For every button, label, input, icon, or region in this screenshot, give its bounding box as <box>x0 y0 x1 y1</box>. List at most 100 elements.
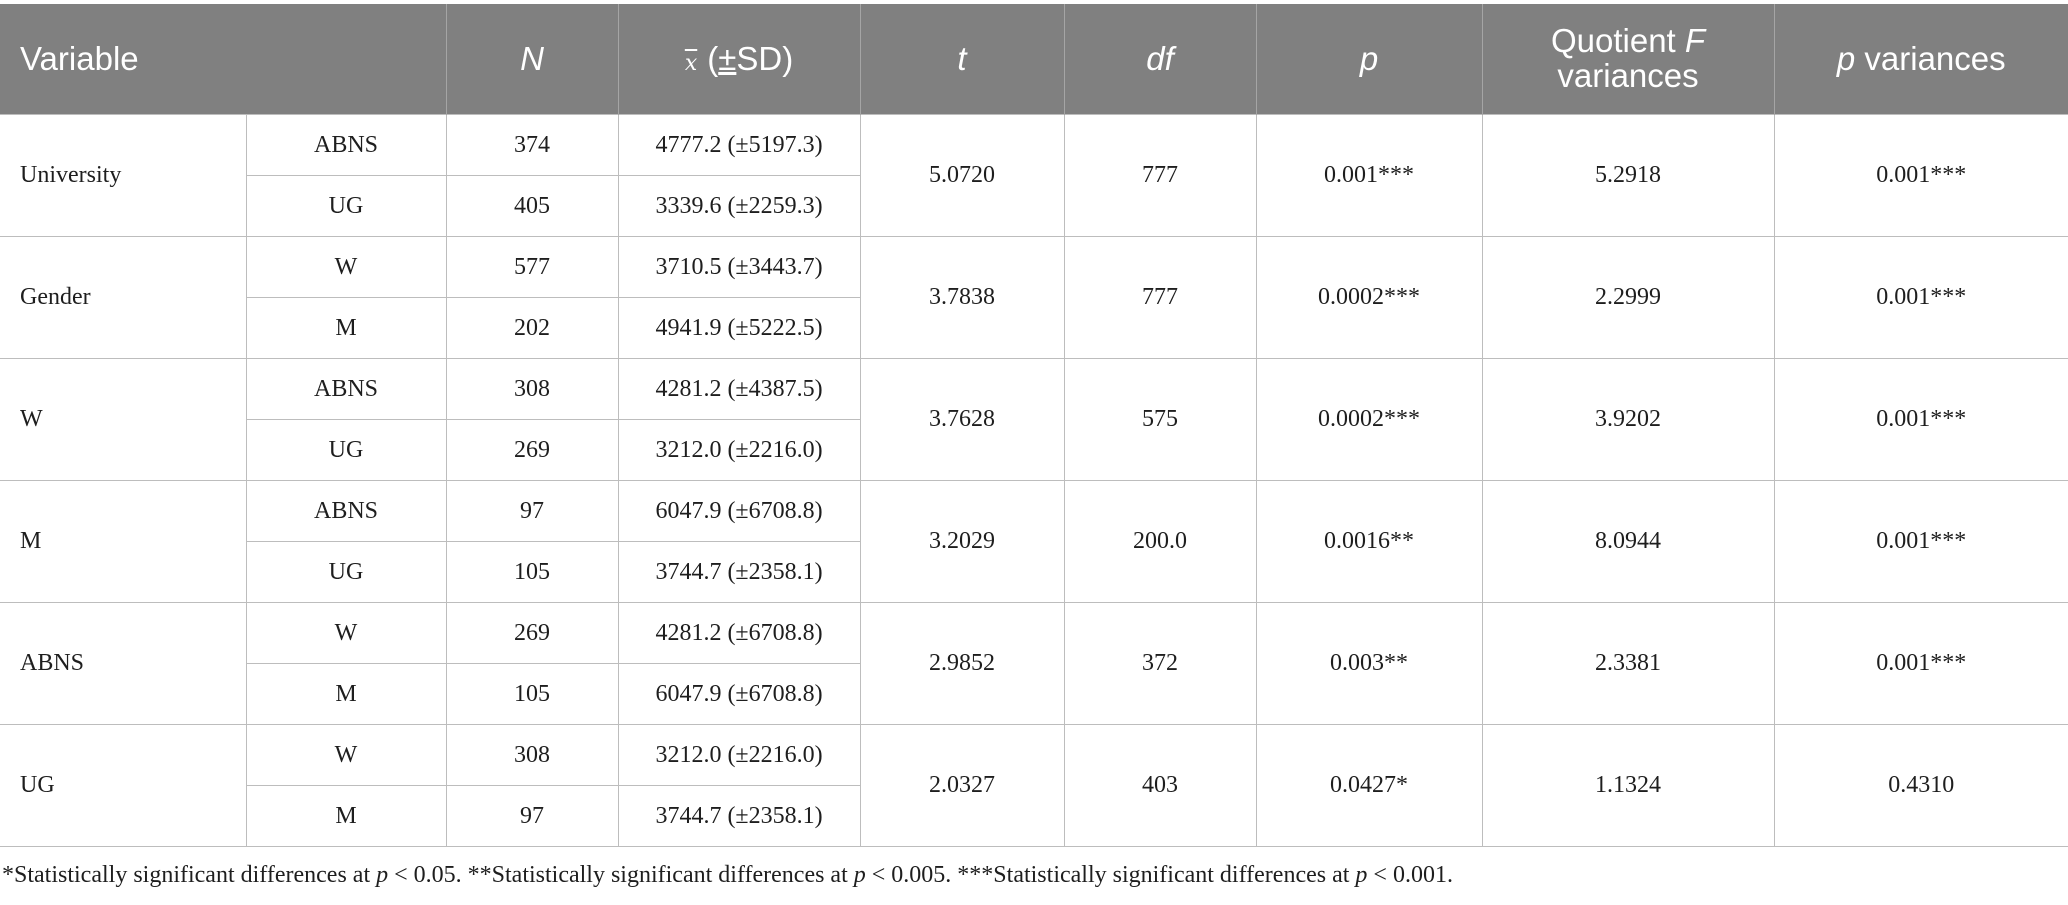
subgroup-cell: M <box>245 663 447 725</box>
n-cell: 308 <box>445 358 619 420</box>
footnote-text-2: < 0.05. **Statistically significant diff… <box>388 862 854 888</box>
mean-sd-cell: 4777.2 (±5197.3) <box>617 114 861 176</box>
table-row: UG 405 3339.6 (±2259.3) <box>0 175 2068 237</box>
p-variances-cell: 0.001*** <box>1773 236 2068 359</box>
variable-cell: UG <box>0 724 247 847</box>
n-cell: 405 <box>445 175 619 237</box>
header-p: p <box>1255 4 1483 115</box>
table-row: UG W 308 3212.0 (±2216.0) 2.0327 403 0.0427* 1.… <box>0 724 2068 847</box>
table-row: UG 269 3212.0 (±2216.0) <box>0 419 2068 481</box>
table-row: M ABNS 97 6047.9 (±6708.8) 3.2029 200.0 0.0016… <box>0 480 2068 603</box>
sd-label: SD <box>736 39 783 77</box>
quotient-f-cell: 2.3381 <box>1481 602 1775 725</box>
df-cell: 403 <box>1063 724 1257 847</box>
variable-cell: University <box>0 114 247 237</box>
footnote-text-4: < 0.001. <box>1367 862 1453 888</box>
mean-sd-cell: 4281.2 (±4387.5) <box>617 358 861 420</box>
p-variances-cell: 0.001*** <box>1773 114 2068 237</box>
mean-sd-cell: 4941.9 (±5222.5) <box>617 297 861 359</box>
quotient-f-cell: 3.9202 <box>1481 358 1775 481</box>
p-cell: 0.0002*** <box>1255 236 1483 359</box>
subgroup-cell: UG <box>245 541 447 603</box>
t-cell: 2.9852 <box>859 602 1065 725</box>
footnote-text-1: *Statistically significant differences a… <box>2 862 377 888</box>
quotient-f-cell: 5.2918 <box>1481 114 1775 237</box>
t-cell: 3.7628 <box>859 358 1065 481</box>
table-row: M 202 4941.9 (±5222.5) <box>0 297 2068 359</box>
df-cell: 777 <box>1063 114 1257 237</box>
mean-sd-cell: 3744.7 (±2358.1) <box>617 785 861 847</box>
subgroup-cell: W <box>245 724 447 786</box>
n-cell: 202 <box>445 297 619 359</box>
variances-label: variances <box>1557 57 1699 94</box>
f-label: F <box>1684 22 1706 60</box>
p-variances-cell: 0.001*** <box>1773 602 2068 725</box>
df-cell: 575 <box>1063 358 1257 481</box>
header-df: df <box>1063 4 1257 115</box>
mean-sd-cell: 6047.9 (±6708.8) <box>617 480 861 542</box>
mean-sd-cell: 3710.5 (±3443.7) <box>617 236 861 298</box>
plus-minus-symbol: ± <box>718 39 737 77</box>
n-cell: 97 <box>445 480 619 542</box>
table-footnote: *Statistically significant differences a… <box>2 862 1453 889</box>
mean-sd-cell: 4281.2 (±6708.8) <box>617 602 861 664</box>
subgroup-cell: UG <box>245 175 447 237</box>
p-cell: 0.001*** <box>1255 114 1483 237</box>
df-cell: 200.0 <box>1063 480 1257 603</box>
n-cell: 374 <box>445 114 619 176</box>
footnote-p-3: p <box>1355 862 1368 888</box>
variable-cell: ABNS <box>0 602 247 725</box>
subgroup-cell: ABNS <box>245 358 447 420</box>
table-row: UG 105 3744.7 (±2358.1) <box>0 541 2068 603</box>
footnote-p-1: p <box>376 862 389 888</box>
p-cell: 0.0427* <box>1255 724 1483 847</box>
subgroup-cell: M <box>245 785 447 847</box>
subgroup-cell: W <box>245 236 447 298</box>
p-cell: 0.0016** <box>1255 480 1483 603</box>
quotient-label: Quotient <box>1550 22 1685 60</box>
table-row: M 105 6047.9 (±6708.8) <box>0 663 2068 725</box>
p-variances-cell: 0.4310 <box>1773 724 2068 847</box>
footnote-text-3: < 0.005. ***Statistically significant di… <box>865 862 1356 888</box>
header-p-variances: p variances <box>1773 4 2068 115</box>
mean-sd-cell: 3744.7 (±2358.1) <box>617 541 861 603</box>
mean-sd-cell: 6047.9 (±6708.8) <box>617 663 861 725</box>
n-cell: 269 <box>445 602 619 664</box>
df-cell: 372 <box>1063 602 1257 725</box>
n-cell: 105 <box>445 541 619 603</box>
p-variances-label: variances <box>1855 39 2006 77</box>
subgroup-cell: M <box>245 297 447 359</box>
quotient-f-cell: 2.2999 <box>1481 236 1775 359</box>
mean-sd-cell: 3212.0 (±2216.0) <box>617 724 861 786</box>
table-row: University ABNS 374 4777.2 (±5197.3) 5.0720 7… <box>0 114 2068 237</box>
variable-cell: W <box>0 358 247 481</box>
header-mean-sd: x (±SD) <box>617 4 861 115</box>
header-variable: Variable <box>0 4 447 115</box>
subgroup-cell: UG <box>245 419 447 481</box>
subgroup-cell: ABNS <box>245 114 447 176</box>
quotient-f-cell: 1.1324 <box>1481 724 1775 847</box>
t-cell: 5.0720 <box>859 114 1065 237</box>
n-cell: 97 <box>445 785 619 847</box>
variable-cell: M <box>0 480 247 603</box>
subgroup-cell: ABNS <box>245 480 447 542</box>
t-cell: 3.7838 <box>859 236 1065 359</box>
header-n: N <box>445 4 619 115</box>
quotient-f-cell: 8.0944 <box>1481 480 1775 603</box>
footnote-p-2: p <box>853 862 866 888</box>
n-cell: 105 <box>445 663 619 725</box>
table-row: ABNS W 269 4281.2 (±6708.8) 2.9852 372 0.003**… <box>0 602 2068 725</box>
df-cell: 777 <box>1063 236 1257 359</box>
mean-symbol: x <box>684 50 698 76</box>
variable-cell: Gender <box>0 236 247 359</box>
table-row: Gender W 577 3710.5 (±3443.7) 3.7838 777 0.000… <box>0 236 2068 359</box>
p-cell: 0.0002*** <box>1255 358 1483 481</box>
mean-sd-cell: 3339.6 (±2259.3) <box>617 175 861 237</box>
subgroup-cell: W <box>245 602 447 664</box>
p-cell: 0.003** <box>1255 602 1483 725</box>
header-t: t <box>859 4 1065 115</box>
p-variances-cell: 0.001*** <box>1773 358 2068 481</box>
t-cell: 3.2029 <box>859 480 1065 603</box>
